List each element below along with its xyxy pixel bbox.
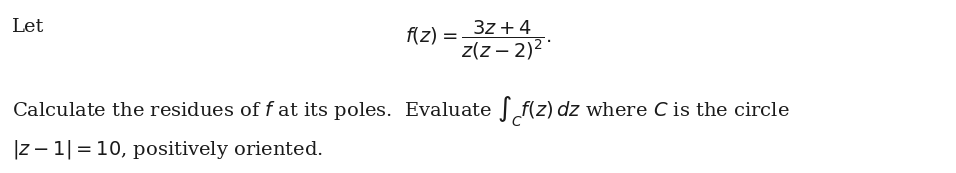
Text: $|z - 1| = 10$, positively oriented.: $|z - 1| = 10$, positively oriented. <box>12 138 323 161</box>
Text: Let: Let <box>12 18 44 36</box>
Text: Calculate the residues of $f$ at its poles.  Evaluate $\int_C f(z)\,dz$ where $C: Calculate the residues of $f$ at its pol… <box>12 95 790 129</box>
Text: $f(z) = \dfrac{3z+4}{z(z-2)^2}.$: $f(z) = \dfrac{3z+4}{z(z-2)^2}.$ <box>405 18 551 62</box>
